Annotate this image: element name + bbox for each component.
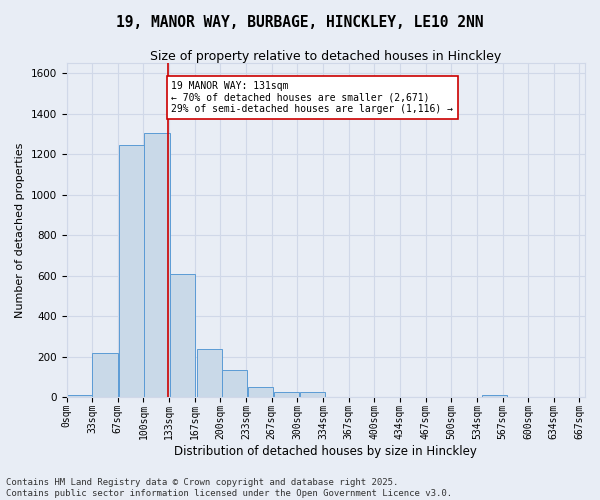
Text: 19 MANOR WAY: 131sqm
← 70% of detached houses are smaller (2,671)
29% of semi-de: 19 MANOR WAY: 131sqm ← 70% of detached h… xyxy=(172,81,454,114)
Bar xyxy=(274,392,299,398)
Bar xyxy=(222,370,247,398)
Bar xyxy=(197,349,222,398)
Bar xyxy=(482,396,507,398)
Y-axis label: Number of detached properties: Number of detached properties xyxy=(15,142,25,318)
Bar xyxy=(170,274,196,398)
Text: Contains HM Land Registry data © Crown copyright and database right 2025.
Contai: Contains HM Land Registry data © Crown c… xyxy=(6,478,452,498)
Bar xyxy=(145,133,170,398)
Text: 19, MANOR WAY, BURBAGE, HINCKLEY, LE10 2NN: 19, MANOR WAY, BURBAGE, HINCKLEY, LE10 2… xyxy=(116,15,484,30)
Bar xyxy=(67,396,92,398)
Bar xyxy=(300,392,325,398)
Title: Size of property relative to detached houses in Hinckley: Size of property relative to detached ho… xyxy=(150,50,502,63)
X-axis label: Distribution of detached houses by size in Hinckley: Distribution of detached houses by size … xyxy=(174,444,477,458)
Bar xyxy=(119,145,144,398)
Bar xyxy=(248,388,273,398)
Bar xyxy=(92,353,118,398)
